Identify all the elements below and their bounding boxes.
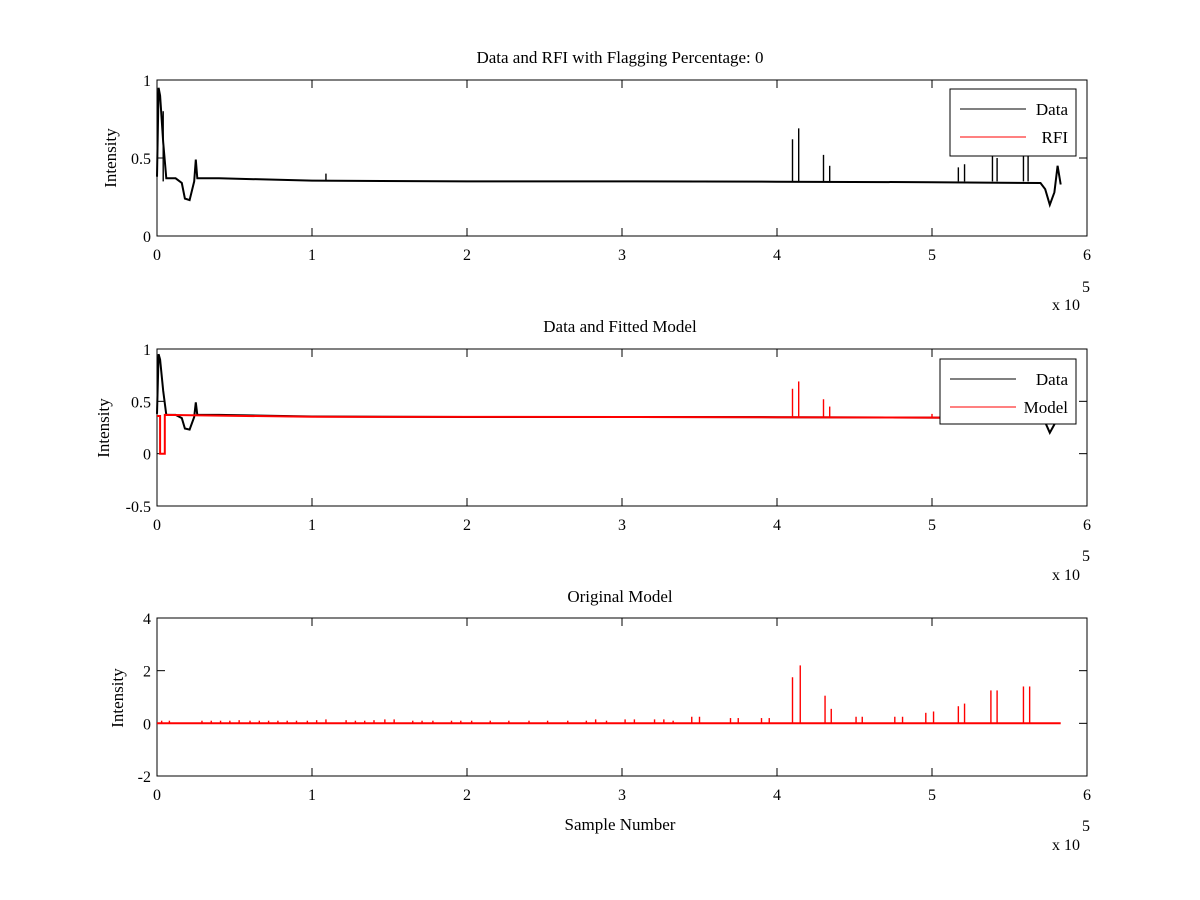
subplot-3-xlabel: Sample Number: [565, 815, 676, 834]
subplot-1-x-exponent: x 10: [1052, 297, 1080, 314]
subplot-2-x-exponent-base: x 10: [1052, 567, 1080, 584]
x-tick-label: 1: [308, 787, 316, 804]
subplot-1-ylabel: Intensity: [101, 128, 120, 188]
subplot-1-plot-area: 0 1 2 3 4 5 6 0 0.5 1 Data RFI: [131, 73, 1091, 264]
subplot-2-x-exponent: x 10: [1052, 567, 1080, 584]
y-tick-label: 4: [143, 611, 151, 628]
x-tick-label: 2: [463, 517, 471, 534]
series-line: [156, 87, 1062, 208]
series-model: [157, 381, 1041, 455]
x-tick-label: 1: [308, 517, 316, 534]
y-tick-label: 0.5: [131, 394, 151, 411]
y-tick-label: -2: [138, 769, 151, 786]
subplot-3-x-exponent: x 10: [1052, 837, 1080, 854]
subplot-2-x-exponent-power: 5: [1082, 548, 1090, 565]
y-tick-label: 1: [143, 73, 151, 90]
subplot-3-x-exponent-base: x 10: [1052, 837, 1080, 854]
x-tick-label: 3: [618, 517, 626, 534]
subplot-2-title: Data and Fitted Model: [543, 317, 697, 336]
series-data: [156, 353, 1062, 435]
series-line: [157, 413, 1041, 455]
series-model: [157, 665, 1061, 725]
x-tick-label: 6: [1083, 787, 1091, 804]
subplot-1-x-exponent-power: 5: [1082, 279, 1090, 296]
subplot-3-x-exponent-power: 5: [1082, 818, 1090, 835]
subplot-3-title: Original Model: [567, 587, 673, 606]
x-tick-label: 0: [153, 247, 161, 264]
y-tick-label: 1: [143, 342, 151, 359]
legend-label: Model: [1024, 398, 1069, 417]
y-tick-label: 0.5: [131, 151, 151, 168]
legend-label: Data: [1036, 100, 1069, 119]
x-tick-label: 6: [1083, 517, 1091, 534]
legend: Data Model: [939, 358, 1077, 425]
x-tick-label: 5: [928, 247, 936, 264]
x-tick-label: 6: [1083, 247, 1091, 264]
x-tick-label: 5: [928, 517, 936, 534]
legend: Data RFI: [949, 88, 1077, 157]
axes-frame: [156, 79, 1088, 237]
y-tick-label: 0: [143, 716, 151, 733]
axes-frame: [156, 617, 1088, 777]
y-tick-label: 2: [143, 664, 151, 681]
legend-box: [949, 88, 1077, 157]
series-line: [156, 353, 1062, 435]
x-tick-label: 2: [463, 787, 471, 804]
x-tick-label: 4: [773, 787, 781, 804]
subplot-3: Original Model Intensity Sample Number x…: [108, 587, 1091, 854]
x-tick-label: 4: [773, 247, 781, 264]
x-tick-label: 4: [773, 517, 781, 534]
x-tick-label: 5: [928, 787, 936, 804]
x-tick-label: 3: [618, 247, 626, 264]
series-data: [156, 87, 1062, 208]
x-tick-label: 3: [618, 787, 626, 804]
y-tick-label: -0.5: [126, 499, 151, 516]
legend-box: [939, 358, 1077, 425]
legend-label: Data: [1036, 370, 1069, 389]
y-tick-label: 0: [143, 229, 151, 246]
subplot-1: Data and RFI with Flagging Percentage: 0…: [101, 48, 1091, 314]
subplot-2: Data and Fitted Model Intensity x 10 5 0…: [94, 317, 1091, 584]
subplot-1-x-exponent-base: x 10: [1052, 297, 1080, 314]
subplot-3-ylabel: Intensity: [108, 668, 127, 728]
x-tick-label: 0: [153, 787, 161, 804]
x-tick-label: 1: [308, 247, 316, 264]
subplot-1-title: Data and RFI with Flagging Percentage: 0: [476, 48, 763, 67]
x-tick-label: 0: [153, 517, 161, 534]
subplot-2-ylabel: Intensity: [94, 398, 113, 458]
legend-label: RFI: [1042, 128, 1069, 147]
x-tick-label: 2: [463, 247, 471, 264]
y-tick-label: 0: [143, 447, 151, 464]
